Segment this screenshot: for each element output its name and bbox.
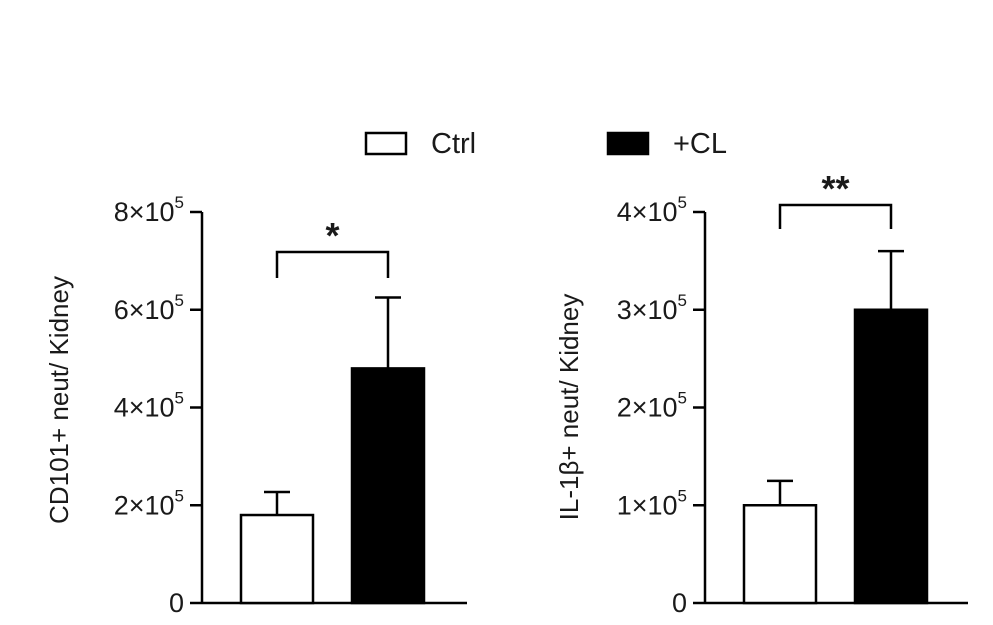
y-axis-label: CD101+ neut/ Kidney	[44, 276, 74, 524]
significance-bracket	[778, 203, 893, 229]
y-tick-label: 1×105	[617, 486, 687, 520]
significance-bracket	[275, 250, 390, 278]
bar-cl	[350, 367, 426, 605]
y-tick-label: 0	[672, 588, 687, 618]
bar-cl	[853, 308, 929, 605]
y-tick-label: 4×105	[617, 193, 687, 227]
legend-label-ctrl: Ctrl	[431, 128, 476, 160]
chart-panel-2: 0 1×105 2×105 3×105 4×105 ** IL-1β+ neut/ Kidn…	[554, 168, 968, 618]
y-tick-label: 3×105	[617, 291, 687, 325]
significance-marker: **	[821, 168, 849, 209]
chart-panel-1: 0 2×105 4×105 6×105 8×105 * CD101+ neut/ Kidne…	[44, 193, 467, 618]
y-tick-label: 6×105	[114, 291, 184, 325]
y-axis-label: IL-1β+ neut/ Kidney	[554, 294, 584, 521]
bar-ctrl	[239, 513, 315, 605]
y-tick-label: 4×105	[114, 389, 184, 423]
legend: Ctrl +CL	[364, 128, 727, 160]
y-tick-label: 2×105	[617, 389, 687, 423]
significance-marker: *	[325, 215, 339, 256]
legend-label-cl: +CL	[673, 128, 727, 160]
legend-swatch-cl	[606, 131, 650, 156]
y-tick-label: 2×105	[114, 486, 184, 520]
bar-ctrl	[742, 504, 818, 605]
legend-swatch-ctrl	[364, 131, 408, 156]
y-tick-label: 8×105	[114, 193, 184, 227]
y-tick-label: 0	[169, 588, 184, 618]
